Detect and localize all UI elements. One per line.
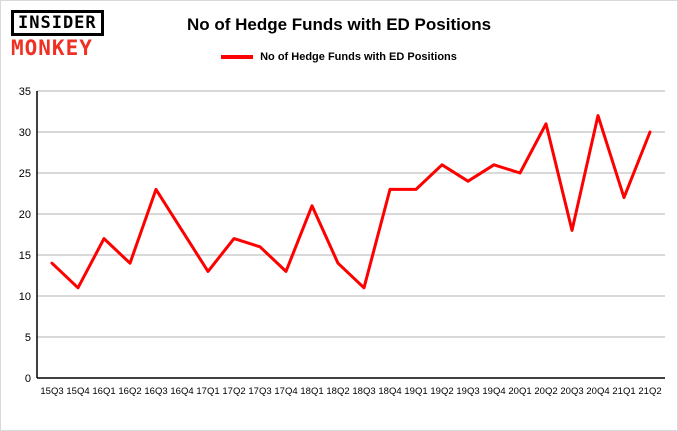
x-tick-label: 18Q1 [300, 386, 323, 397]
x-tick-label: 16Q4 [170, 386, 193, 397]
x-tick-label: 18Q4 [378, 386, 401, 397]
chart-title: No of Hedge Funds with ED Positions [186, 15, 492, 34]
x-tick-label: 20Q3 [560, 386, 583, 397]
y-tick-label: 35 [19, 86, 31, 98]
x-tick-label: 20Q1 [508, 386, 531, 397]
y-tick-label: 20 [19, 209, 31, 221]
x-tick-label: 17Q3 [248, 386, 271, 397]
legend: No of Hedge Funds with ED Positions [221, 51, 457, 63]
y-tick-label: 10 [19, 291, 31, 303]
x-tick-label: 17Q1 [196, 386, 219, 397]
series-line [50, 114, 652, 290]
x-tick-label: 19Q2 [430, 386, 453, 397]
x-tick-label: 19Q3 [456, 386, 479, 397]
x-tick-label: 21Q2 [638, 386, 661, 397]
y-tick-label: 30 [19, 127, 31, 139]
x-tick-label: 18Q2 [326, 386, 349, 397]
y-tick-label: 5 [25, 332, 31, 344]
x-tick-label: 16Q2 [118, 386, 141, 397]
insider-monkey-logo: INSIDER MONKEY [11, 10, 104, 59]
logo-text-insider: INSIDER [11, 10, 104, 36]
x-tick-label: 15Q4 [66, 386, 89, 397]
x-tick-label: 16Q1 [92, 386, 115, 397]
x-tick-label: 19Q1 [404, 386, 427, 397]
y-tick-label: 15 [19, 250, 31, 262]
y-tick-label: 25 [19, 168, 31, 180]
x-tick-label: 16Q3 [144, 386, 167, 397]
x-tick-label: 19Q4 [482, 386, 505, 397]
x-tick-label: 15Q3 [40, 386, 63, 397]
legend-label: No of Hedge Funds with ED Positions [260, 51, 457, 63]
x-tick-label: 17Q4 [274, 386, 297, 397]
title-block: No of Hedge Funds with ED Positions No o… [1, 15, 677, 64]
chart-area: 0 5 10 15 20 25 30 35 15Q3 15Q4 16Q1 16Q2 16Q3 16Q4 17… [3, 79, 677, 429]
x-tick-label: 21Q1 [612, 386, 635, 397]
legend-line-swatch [221, 55, 254, 59]
x-tick-label: 17Q2 [222, 386, 245, 397]
x-tick-label: 18Q3 [352, 386, 375, 397]
logo-text-monkey: MONKEY [11, 36, 93, 60]
x-tick-label: 20Q2 [534, 386, 557, 397]
y-tick-label: 0 [25, 373, 31, 385]
x-tick-label: 20Q4 [586, 386, 609, 397]
